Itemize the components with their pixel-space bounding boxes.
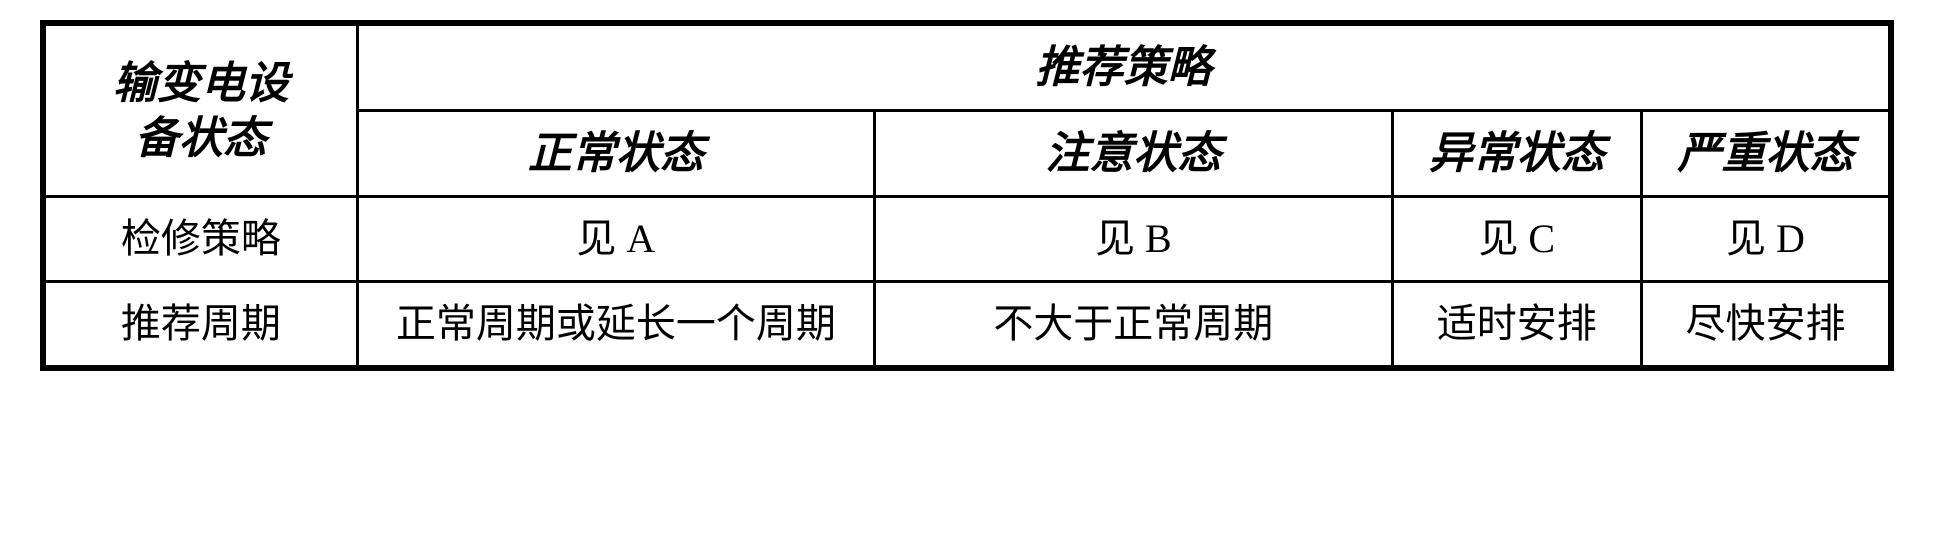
cell-text: 见 D (1726, 216, 1805, 261)
cell-maint-abnormal: 见 C (1392, 197, 1641, 282)
state-header-abnormal: 异常状态 (1392, 111, 1641, 197)
row-header-line1: 输变电设备状态 (113, 59, 289, 163)
row-label-rec-period: 推荐周期 (43, 282, 357, 369)
state-header-normal: 正常状态 (357, 111, 874, 197)
strategy-table: 输变电设备状态 推荐策略 正常状态 注意状态 异常状态 严重状态 检修策略 见 … (40, 20, 1894, 371)
row-label-maint-strategy: 检修策略 (43, 197, 357, 282)
table-row: 检修策略 见 A 见 B 见 C 见 D (43, 197, 1891, 282)
cell-maint-severe: 见 D (1642, 197, 1892, 282)
cell-text: 见 C (1478, 216, 1555, 261)
row-header-equipment-state: 输变电设备状态 (43, 23, 357, 197)
cell-maint-normal: 见 A (357, 197, 874, 282)
state-header-caution: 注意状态 (875, 111, 1392, 197)
group-header-strategy: 推荐策略 (357, 23, 1891, 111)
header-row-1: 输变电设备状态 推荐策略 (43, 23, 1891, 111)
state-header-severe: 严重状态 (1642, 111, 1892, 197)
cell-text: 见 B (1095, 216, 1172, 261)
table-container: 输变电设备状态 推荐策略 正常状态 注意状态 异常状态 严重状态 检修策略 见 … (0, 0, 1934, 391)
cell-period-normal: 正常周期或延长一个周期 (357, 282, 874, 369)
cell-text: 见 A (576, 216, 655, 261)
table-row: 推荐周期 正常周期或延长一个周期 不大于正常周期 适时安排 尽快安排 (43, 282, 1891, 369)
cell-period-severe: 尽快安排 (1642, 282, 1892, 369)
cell-period-abnormal: 适时安排 (1392, 282, 1641, 369)
cell-maint-caution: 见 B (875, 197, 1392, 282)
cell-period-caution: 不大于正常周期 (875, 282, 1392, 369)
